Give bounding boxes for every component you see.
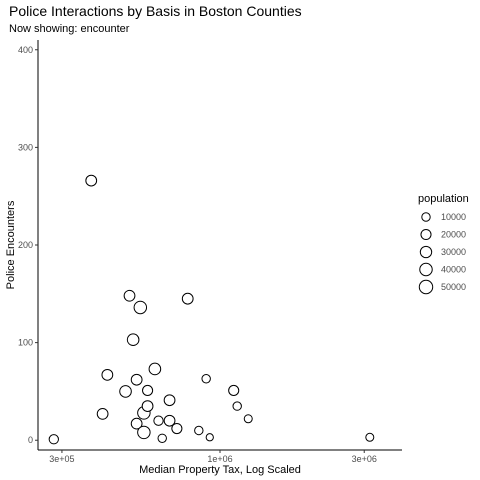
data-point	[232, 401, 242, 411]
legend-key	[419, 262, 433, 277]
chart-title: Police Interactions by Basis in Boston C…	[9, 3, 302, 19]
data-point	[181, 292, 194, 305]
y-tick-label: 300	[18, 142, 33, 152]
y-axis-ticks: 0 100 200 300 400	[18, 45, 38, 445]
data-point	[194, 425, 204, 436]
legend-key	[420, 228, 432, 241]
x-axis-title: Median Property Tax, Log Scaled	[139, 464, 301, 476]
x-tick-label: 3e+05	[49, 454, 74, 464]
data-point	[101, 368, 114, 381]
data-point	[119, 385, 132, 398]
y-tick-label: 400	[18, 45, 33, 55]
data-point	[126, 333, 140, 346]
legend-label: 50000	[441, 282, 466, 292]
x-tick-label: 1e+06	[207, 454, 232, 464]
legend-label: 40000	[441, 265, 466, 275]
data-point	[201, 374, 211, 384]
x-axis-ticks: 3e+05 1e+06 3e+06	[49, 450, 377, 464]
data-point	[157, 433, 167, 443]
data-point	[123, 289, 136, 302]
legend-label: 30000	[441, 247, 466, 257]
data-point	[85, 174, 98, 187]
y-axis-title: Police Encounters	[5, 200, 17, 289]
data-point	[205, 433, 214, 442]
data-points	[48, 174, 375, 445]
data-point	[153, 415, 164, 426]
y-tick-label: 200	[18, 240, 33, 250]
data-point	[243, 414, 253, 424]
legend: population 10000 20000 30000 40000 50000	[418, 193, 469, 295]
legend-key	[419, 245, 433, 259]
legend-label: 10000	[441, 212, 466, 222]
data-point	[48, 434, 59, 445]
data-point	[137, 425, 151, 440]
legend-label: 20000	[441, 230, 466, 240]
data-point	[148, 362, 162, 376]
data-point	[130, 417, 143, 430]
data-point	[133, 300, 148, 315]
data-point	[142, 384, 154, 396]
data-point	[96, 407, 109, 420]
data-point	[228, 384, 240, 396]
data-point	[365, 432, 375, 442]
data-point	[141, 400, 154, 412]
data-point	[171, 422, 183, 435]
data-point	[163, 414, 176, 427]
y-tick-label: 0	[28, 435, 33, 445]
x-tick-label: 3e+06	[352, 454, 377, 464]
legend-key	[421, 212, 431, 222]
chart-subtitle: Now showing: encounter	[9, 23, 130, 35]
legend-key	[418, 279, 434, 295]
data-point	[130, 373, 143, 386]
legend-title: population	[418, 193, 469, 205]
y-tick-label: 100	[18, 338, 33, 348]
data-point	[163, 394, 176, 407]
